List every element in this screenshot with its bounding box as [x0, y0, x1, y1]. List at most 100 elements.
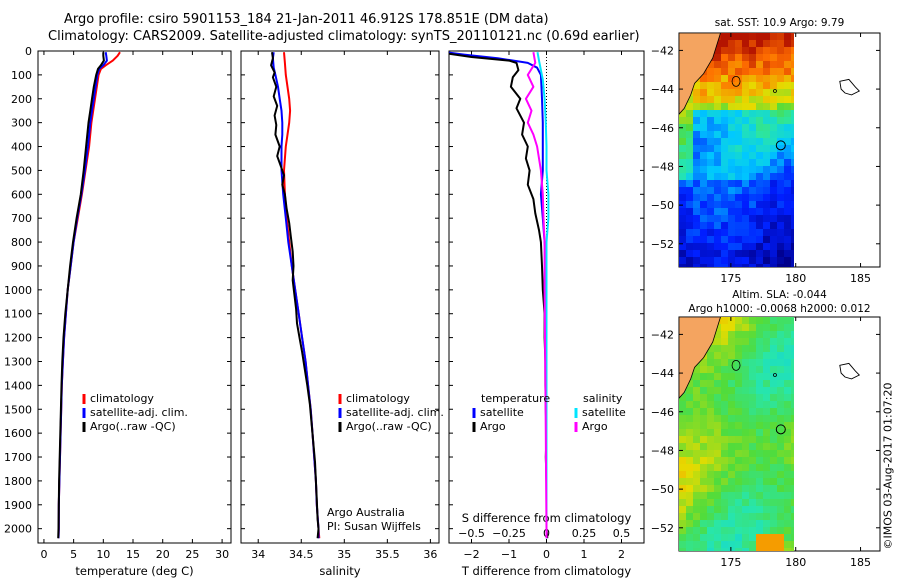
- series-group: [57, 51, 121, 539]
- map-cell: [707, 464, 714, 471]
- map-cell: [721, 478, 728, 485]
- map-cell: [679, 194, 686, 201]
- map-cell: [756, 257, 763, 264]
- map-cell: [679, 243, 686, 250]
- map-cell: [770, 485, 777, 492]
- map-cell: [707, 89, 714, 96]
- map-cell: [763, 264, 770, 267]
- map-cell: [721, 47, 728, 54]
- map-cell: [763, 152, 770, 159]
- map-cell: [742, 124, 749, 131]
- map-cell: [707, 180, 714, 187]
- map-cell: [763, 408, 770, 415]
- map-cell: [721, 152, 728, 159]
- map-cell: [784, 201, 791, 208]
- map-cell: [707, 534, 714, 541]
- map-cell: [784, 243, 791, 250]
- map-cell: [686, 464, 693, 471]
- y-tick-label: 700: [11, 212, 32, 225]
- map-cell: [721, 54, 728, 61]
- map-cell: [749, 180, 756, 187]
- map-cell: [784, 457, 791, 464]
- map-cell: [714, 124, 721, 131]
- map-cell: [693, 436, 700, 443]
- map-cell: [693, 257, 700, 264]
- map-cell: [721, 359, 728, 366]
- map-cell: [763, 173, 770, 180]
- map-cell: [791, 208, 794, 215]
- map-cell: [756, 506, 763, 513]
- map-cell: [728, 110, 735, 117]
- map-cell: [763, 131, 770, 138]
- map-cell: [777, 194, 784, 201]
- map-cell: [784, 131, 791, 138]
- map-cell: [791, 152, 794, 159]
- map-cell: [714, 180, 721, 187]
- map-cell: [763, 68, 770, 75]
- map-cell: [742, 345, 749, 352]
- map-cell: [742, 499, 749, 506]
- map-cell: [777, 257, 784, 264]
- map-cell: [742, 415, 749, 422]
- map-cell: [679, 236, 686, 243]
- map-cell: [700, 485, 707, 492]
- map-cell: [763, 471, 770, 478]
- map-cell: [791, 457, 794, 464]
- map-cell: [770, 345, 777, 352]
- map-cell: [742, 103, 749, 110]
- map-cell: [686, 548, 693, 551]
- map-cell: [791, 61, 794, 68]
- map-cell: [791, 75, 794, 82]
- map-cell: [784, 82, 791, 89]
- map-cell: [693, 513, 700, 520]
- map-cell: [763, 96, 770, 103]
- map-cell: [714, 520, 721, 527]
- map-cell: [770, 520, 777, 527]
- y-tick-label: 1000: [4, 284, 32, 297]
- map-cell: [777, 541, 784, 548]
- map-cell: [770, 499, 777, 506]
- map-cell: [791, 33, 794, 40]
- map-cell: [756, 450, 763, 457]
- map-cell: [686, 110, 693, 117]
- map-cell: [728, 33, 735, 40]
- map-cell: [791, 103, 794, 110]
- map-cell: [721, 180, 728, 187]
- map-cell: [679, 450, 686, 457]
- map-cell: [728, 61, 735, 68]
- map-cell: [749, 96, 756, 103]
- map-cell: [770, 145, 777, 152]
- map-cell: [693, 138, 700, 145]
- map-cell: [742, 194, 749, 201]
- map-cell: [679, 215, 686, 222]
- map-cell: [770, 152, 777, 159]
- map-cell: [770, 527, 777, 534]
- map-cell: [735, 110, 742, 117]
- map-cell: [686, 422, 693, 429]
- chatham-island-outline: [839, 78, 861, 96]
- map-cell: [707, 103, 714, 110]
- map-cell: [721, 471, 728, 478]
- map-cell: [756, 215, 763, 222]
- map-cell: [791, 429, 794, 436]
- map-cell: [763, 103, 770, 110]
- map-cell: [749, 331, 756, 338]
- map-cell: [756, 124, 763, 131]
- map-cell: [742, 492, 749, 499]
- map-cell: [707, 527, 714, 534]
- legend-label: climatology: [90, 392, 154, 405]
- x2-tick-label: −0.5: [458, 527, 485, 540]
- map-cell: [714, 152, 721, 159]
- map-cell: [714, 131, 721, 138]
- map-cell: [735, 131, 742, 138]
- map-cell: [777, 394, 784, 401]
- map-cell: [714, 541, 721, 548]
- map-cell: [756, 485, 763, 492]
- map-cell: [728, 387, 735, 394]
- map-cell: [686, 492, 693, 499]
- y-tick-label: 500: [11, 164, 32, 177]
- map-cell: [763, 485, 770, 492]
- map-cell: [784, 352, 791, 359]
- map-cell: [686, 166, 693, 173]
